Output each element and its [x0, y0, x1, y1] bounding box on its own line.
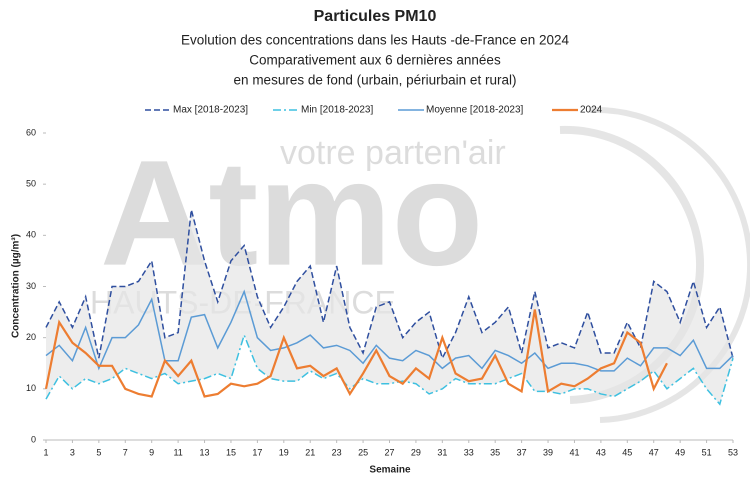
x-tick-label: 3 — [70, 447, 75, 457]
y-tick-label: 10 — [26, 383, 36, 393]
y-tick-label: 50 — [26, 179, 36, 189]
y-tick-label: 30 — [26, 281, 36, 291]
x-tick-label: 9 — [149, 447, 154, 457]
x-tick-label: 23 — [332, 447, 342, 457]
y-tick-label: 20 — [26, 332, 36, 342]
chart-subtitle: en mesures de fond (urbain, périurbain e… — [234, 73, 517, 88]
legend-label: 2024 — [580, 105, 603, 116]
x-tick-label: 49 — [675, 447, 685, 457]
chart-subtitle: Comparativement aux 6 dernières années — [249, 53, 501, 68]
x-tick-label: 27 — [384, 447, 394, 457]
x-tick-label: 21 — [305, 447, 315, 457]
y-tick-label: 40 — [26, 230, 36, 240]
x-tick-label: 11 — [173, 447, 182, 457]
watermark-tagline: votre parten'air — [280, 134, 506, 172]
legend-label: Moyenne [2018-2023] — [426, 105, 524, 116]
x-tick-label: 37 — [517, 447, 527, 457]
x-tick-label: 41 — [569, 447, 579, 457]
chart-title: Particules PM10 — [314, 8, 437, 25]
x-tick-label: 15 — [226, 447, 236, 457]
x-tick-label: 47 — [649, 447, 659, 457]
watermark: Atmo votre parten'air HAUTS-DE-FRANCE — [90, 106, 750, 423]
chart-subtitle: Evolution des concentrations dans les Ha… — [181, 33, 569, 48]
x-tick-label: 53 — [728, 447, 738, 457]
x-tick-label: 19 — [279, 447, 289, 457]
x-tick-label: 35 — [490, 447, 500, 457]
y-axis-title: Concentration (µg/m³) — [11, 234, 22, 338]
x-tick-label: 43 — [596, 447, 606, 457]
x-tick-label: 31 — [437, 447, 447, 457]
x-tick-label: 25 — [358, 447, 368, 457]
x-axis-title: Semaine — [369, 465, 411, 476]
legend-label: Min [2018-2023] — [301, 105, 373, 116]
range-band — [46, 209, 733, 405]
x-tick-label: 51 — [702, 447, 712, 457]
y-tick-label: 0 — [31, 434, 36, 444]
x-tick-label: 1 — [43, 447, 48, 457]
series-line — [45, 289, 734, 372]
x-tick-label: 13 — [200, 447, 210, 457]
x-tick-label: 33 — [464, 447, 474, 457]
x-tick-label: 45 — [622, 447, 632, 457]
x-tick-label: 39 — [543, 447, 553, 457]
watermark-logo: Atmo — [100, 129, 483, 297]
x-tick-label: 7 — [123, 447, 128, 457]
series-line — [45, 209, 734, 361]
x-tick-label: 17 — [252, 447, 262, 457]
x-tick-label: 29 — [411, 447, 421, 457]
y-tick-label: 60 — [26, 127, 36, 137]
legend-label: Max [2018-2023] — [173, 105, 248, 116]
series-line — [44, 309, 668, 398]
x-tick-label: 5 — [96, 447, 101, 457]
